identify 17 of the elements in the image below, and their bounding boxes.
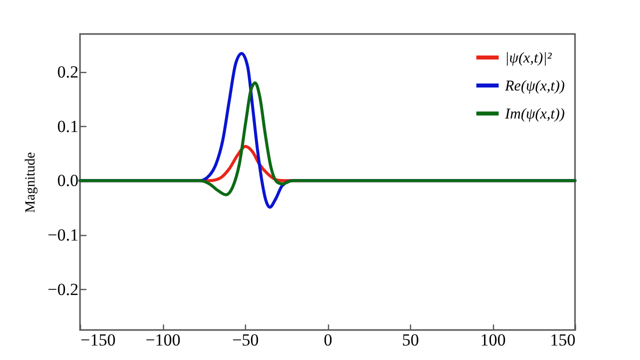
x-tick-label: 100 <box>480 330 506 350</box>
x-tick-label: 50 <box>402 330 419 350</box>
y-tick-label: 0.0 <box>57 171 78 190</box>
y-tick-label: −0.2 <box>48 280 78 299</box>
y-axis-title: Magnitude <box>24 152 39 213</box>
x-tick-label: −50 <box>232 330 259 350</box>
legend-label: Re(ψ(x,t)) <box>504 78 565 94</box>
legend-label: Im(ψ(x,t)) <box>504 106 565 122</box>
y-tick-label: 0.1 <box>57 116 78 136</box>
y-tick-label: −0.1 <box>48 225 78 244</box>
x-tick-label: −150 <box>80 330 116 350</box>
x-tick-label: −100 <box>145 330 181 350</box>
legend-label: |ψ(x,t)|² <box>505 50 552 66</box>
line-series <box>78 81 576 196</box>
y-tick-label: 0.2 <box>57 62 78 82</box>
x-tick-label: 150 <box>550 330 576 350</box>
x-tick-label: 0 <box>324 330 332 350</box>
